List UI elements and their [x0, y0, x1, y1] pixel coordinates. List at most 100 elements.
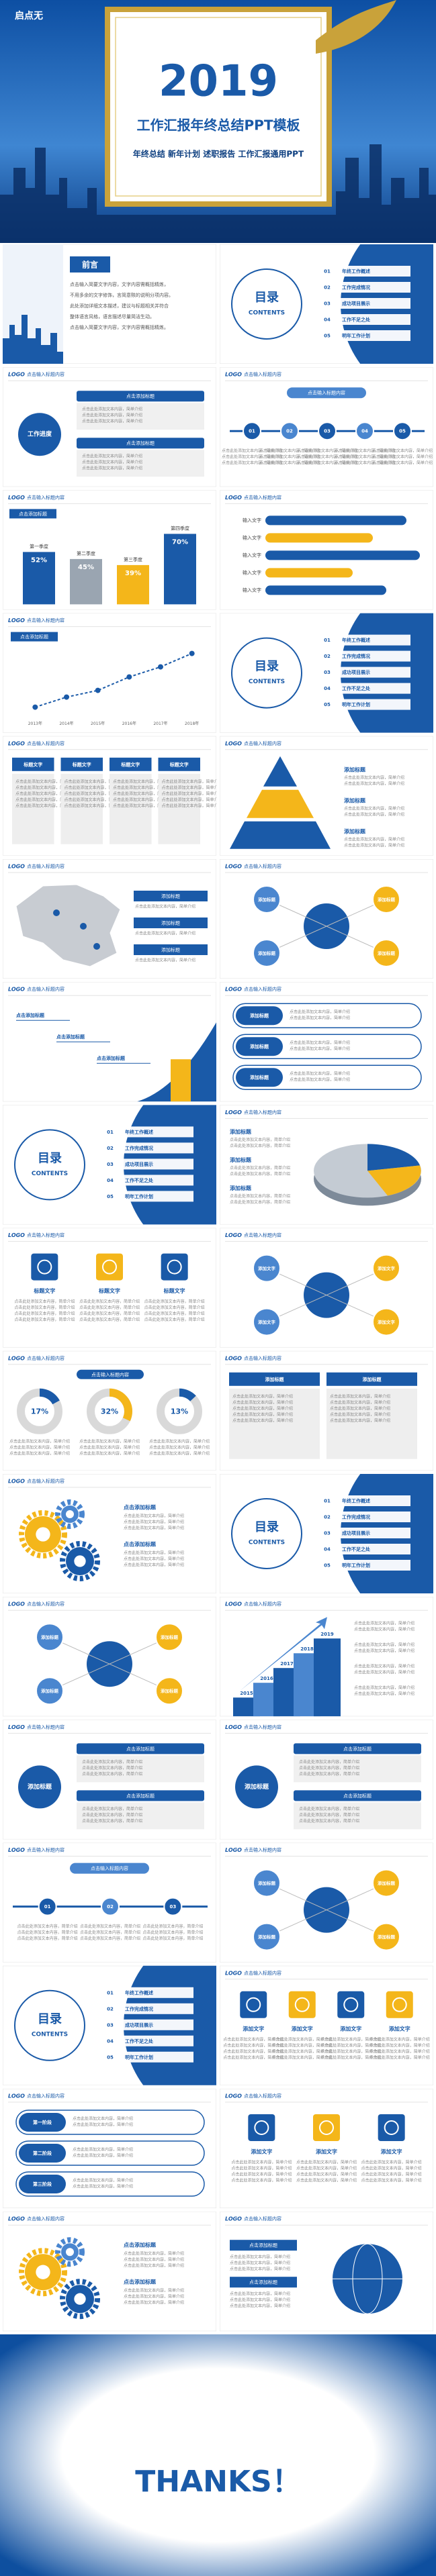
- node: [372, 885, 400, 913]
- text: 添加标题: [258, 1934, 276, 1940]
- text: 目录: [255, 291, 279, 305]
- text: 02: [324, 285, 331, 291]
- gear-hole: [66, 2248, 74, 2257]
- text: 点击此处添加文本内容，简单介绍: [230, 1143, 290, 1148]
- text: 点击输入标题内容: [244, 1970, 281, 1976]
- col-head: [158, 757, 200, 771]
- text: 点击此处添加文本内容，简单介绍: [142, 1924, 203, 1929]
- toc-num-box: [320, 666, 334, 678]
- text: 点击此处添加文本内容，简单介绍: [231, 2178, 292, 2183]
- pie-slice: [367, 1144, 420, 1171]
- text: 02: [107, 1904, 114, 1910]
- icon-glyph: [167, 1259, 182, 1275]
- text: 点击此处添加文本内容，简单介绍: [272, 2042, 333, 2048]
- text: 标题文字: [163, 1287, 185, 1294]
- text: 点击输入标题内容: [244, 1109, 281, 1115]
- text: 目录: [38, 1151, 62, 1165]
- toc-num-box: [320, 314, 334, 325]
- node: [163, 1897, 183, 1916]
- text: 工作完成情况: [342, 285, 370, 291]
- node: [253, 1307, 281, 1336]
- text: 点击添加标题: [20, 634, 48, 640]
- toc-num-box: [320, 634, 334, 646]
- slide: LOGO 点击输入标题内容工作进度点击添加标题点击此处添加文本内容，简单介绍点击此…: [3, 367, 216, 487]
- donut-arc: [17, 1388, 62, 1434]
- text: 点击此处添加文本内容，简单介绍: [82, 1818, 142, 1824]
- cover-logo: 启点无: [15, 10, 43, 21]
- cover-frame: [105, 7, 332, 207]
- label-bar: [230, 2277, 297, 2288]
- text: 点击添加标题: [343, 1793, 372, 1799]
- skyline: [0, 144, 436, 243]
- toc-bar: [337, 1495, 410, 1506]
- text: 添加标题: [378, 950, 396, 956]
- text: 52%: [31, 556, 47, 564]
- text: 输入文字: [243, 587, 261, 593]
- text: 点击输入标题内容: [27, 1601, 64, 1607]
- toc-num-box: [320, 282, 334, 293]
- text: 添加标题: [378, 897, 396, 903]
- text: 点击此处添加文本内容，简单介绍: [369, 2036, 430, 2042]
- slide: LOGO 点击输入标题内容点击输入标题内容01点击此处添加文本内容，简单介绍点击此…: [220, 367, 433, 487]
- toc-bar: [120, 2019, 193, 2030]
- text: 点击此处添加文本内容，简单介绍: [113, 791, 173, 796]
- text: 点击此处添加文本内容，简单介绍: [73, 2184, 133, 2189]
- text: 点击输入标题内容: [27, 863, 64, 869]
- toc-bar: [120, 1126, 193, 1138]
- text: LOGO: [225, 1847, 242, 1853]
- text: 点击此处添加文本内容，简单介绍: [335, 454, 395, 460]
- text: 点击此处添加文本内容，简单介绍: [354, 1685, 415, 1691]
- text: 05: [324, 334, 331, 339]
- toc-ring: [231, 268, 302, 340]
- toc-bar: [337, 314, 410, 325]
- text: 2016年: [122, 721, 136, 726]
- slide: LOGO 点击输入标题内容点击添加标题点击此处添加文本内容，简单介绍点击此处添加文…: [220, 2212, 433, 2332]
- feather: [316, 0, 396, 54]
- text: 点击此处添加文本内容，简单介绍: [230, 2267, 290, 2272]
- text: 01: [107, 1990, 114, 1995]
- toc-bar: [337, 1528, 410, 1538]
- icon-glyph: [102, 1259, 117, 1275]
- list-tag: [236, 1037, 283, 1056]
- slide: 目录 CONTENTS 01 年终工作概述 02 工作完成情况 03 成功项目展示 04 工作不足…: [220, 1474, 433, 1593]
- text: 点击此处添加文本内容，简单介绍: [232, 1393, 293, 1399]
- text: 点击添加标题: [56, 1034, 85, 1040]
- text: 2013年: [28, 721, 42, 726]
- node: [372, 939, 400, 967]
- toc-num-box: [103, 1158, 117, 1170]
- text: LOGO: [8, 1847, 25, 1853]
- box-head: [77, 1743, 204, 1754]
- node: [155, 1677, 183, 1705]
- text: 点击此处添加文本内容，简单介绍: [320, 2054, 381, 2060]
- text: 04: [361, 429, 368, 434]
- box-body: [77, 1802, 204, 1830]
- text: 点击此处添加文本内容，简单介绍: [149, 1438, 210, 1444]
- text: 添加标题: [378, 1934, 396, 1940]
- text: 点击此处添加文本内容，简单介绍: [230, 2297, 290, 2303]
- text: 点击此处添加文本内容，简单介绍: [344, 805, 404, 811]
- text: LOGO: [8, 1601, 25, 1607]
- text: 点击此处添加文本内容，简单介绍: [124, 1526, 184, 1531]
- toc-ring: [231, 1498, 302, 1569]
- icon-tile: [240, 1991, 267, 2018]
- text: 点击此处添加文本内容，简单介绍: [113, 803, 173, 808]
- icon-glyph: [319, 2120, 334, 2135]
- text: 点击输入标题内容: [91, 1371, 129, 1377]
- process-disc: [235, 1765, 278, 1809]
- bar: [117, 564, 149, 605]
- text: 点击此处添加文本内容，简单介绍: [369, 2054, 430, 2060]
- text: 点击此处添加文本内容，简单介绍: [64, 779, 125, 784]
- text: 点击此处添加文本内容，简单介绍: [82, 419, 142, 424]
- text: 点击此处添加文本内容，简单介绍: [124, 1550, 184, 1556]
- toc-bar: [337, 282, 410, 293]
- toc-bar: [337, 699, 410, 710]
- text: 点击此处添加文本内容，简单介绍: [64, 803, 125, 808]
- text: 01: [324, 269, 331, 275]
- caption-box: [77, 1369, 144, 1379]
- text: 点击此处添加文本内容，简单介绍: [230, 1165, 290, 1171]
- rise-block: [171, 1059, 191, 1102]
- text: 点击此处添加文本内容，简单介绍: [124, 1514, 184, 1519]
- text: 45%: [78, 564, 94, 571]
- text: 添加文字: [381, 2148, 402, 2155]
